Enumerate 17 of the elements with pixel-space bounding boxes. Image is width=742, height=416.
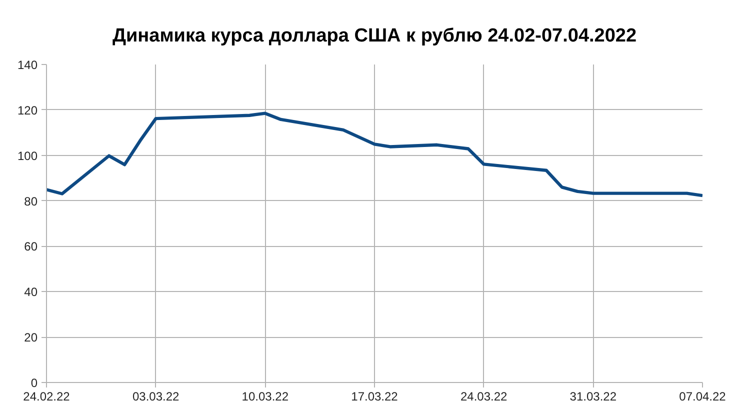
- x-tick-label: 24.02.22: [23, 390, 70, 404]
- y-tick-label: 100: [17, 148, 38, 163]
- x-tick-label: 03.03.22: [132, 390, 180, 404]
- y-tick-label: 20: [24, 330, 38, 345]
- line-series: [46, 112, 702, 198]
- x-tick-label: 10.03.22: [242, 390, 289, 404]
- x-tick-label: 07.04.22: [679, 390, 726, 404]
- y-tick-label: 120: [17, 103, 38, 118]
- chart-title: Динамика курса доллара США к рублю 24.02-07.04.2022: [112, 26, 637, 46]
- x-tick-label: 24.03.22: [460, 390, 508, 404]
- y-tick-label: 60: [24, 240, 38, 254]
- y-tick-label: 0: [30, 376, 38, 390]
- x-tick-label: 31.03.22: [570, 390, 617, 404]
- x-tick-label: 17.03.22: [351, 390, 398, 404]
- y-tick-label: 140: [17, 58, 38, 72]
- y-tick-label: 40: [24, 285, 38, 300]
- y-tick-label: 80: [24, 194, 38, 208]
